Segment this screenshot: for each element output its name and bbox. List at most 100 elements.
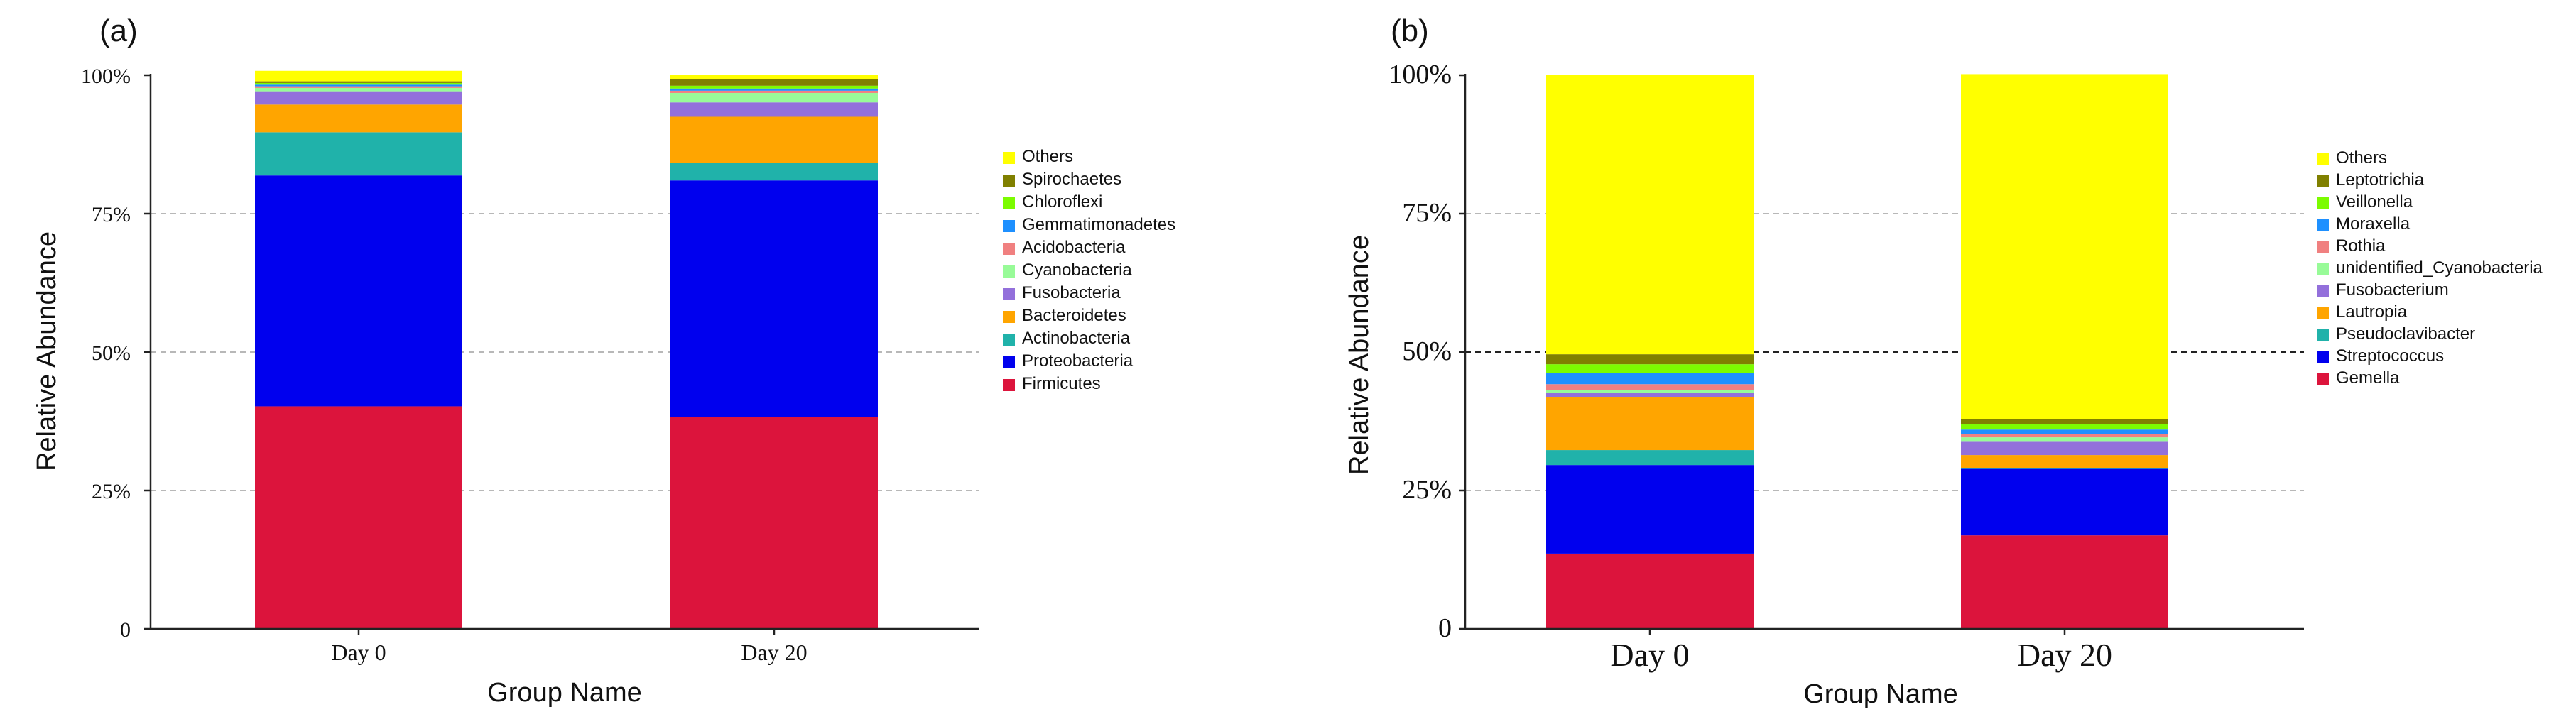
panel-a-bar-day-20-proteobacteria <box>670 180 878 417</box>
panel-a-x-axis-title: Group Name <box>487 678 642 708</box>
panel-a-bar-day-0-acidobacteria <box>255 86 462 88</box>
panel-a-bar-day-20-others <box>670 75 878 79</box>
panel-b-bar-day-0-streptococcus <box>1546 465 1754 554</box>
panel-a-bar-day-0-actinobacteria <box>255 132 462 176</box>
panel-a-y-tick-label-50: 50% <box>92 341 131 365</box>
panel-b-legend-label-fusobacterium: Fusobacterium <box>2336 280 2449 300</box>
panel-b-bar-day-20-streptococcus <box>1961 468 2168 536</box>
panel-b-legend: OthersLeptotrichiaVeillonellaMoraxellaRo… <box>2317 148 2543 388</box>
panel-b-x-axis-title: Group Name <box>1803 679 1958 709</box>
panel-b-legend-label-unidentified-cyanobacteria: unidentified_Cyanobacteria <box>2336 258 2543 278</box>
panel-a-bars <box>255 70 878 629</box>
panel-b-legend-label-pseudoclavibacter: Pseudoclavibacter <box>2336 324 2475 344</box>
panel-a-legend-label-bacteroidetes: Bacteroidetes <box>1022 306 1126 325</box>
panel-b-bar-day-20-moraxella <box>1961 429 2168 434</box>
panel-a-bar-day-0-cyanobacteria <box>255 87 462 92</box>
panel-b-y-tick-label-75: 75% <box>1402 198 1452 228</box>
panel-a-bar-day-0-others <box>255 70 462 82</box>
panel-a-bar-day-20-firmicutes <box>670 417 878 629</box>
panel-a-bar-day-20-acidobacteria <box>670 90 878 93</box>
panel-b-legend-swatch-others <box>2317 153 2329 165</box>
panel-a-legend-label-others: Others <box>1022 147 1073 166</box>
panel-b-legend-swatch-pseudoclavibacter <box>2317 329 2329 341</box>
panel-a-y-axis-title: Relative Abundance <box>32 231 62 471</box>
panel-a-legend-swatch-chloroflexi <box>1003 197 1015 209</box>
panel-a-chart: (a) 0 25% 50% 75% 100% Day 0 Day 20 Relative … <box>32 13 1175 708</box>
panel-b-legend-swatch-unidentified-cyanobacteria <box>2317 263 2329 275</box>
panel-a-y-tick-label-100: 100% <box>81 65 131 88</box>
panel-b-legend-swatch-moraxella <box>2317 219 2329 231</box>
panel-b-bar-day-20-others <box>1961 74 2168 419</box>
panel-a-bar-day-0-proteobacteria <box>255 175 462 407</box>
panel-a-legend-swatch-gemmatimonadetes <box>1003 220 1015 232</box>
panel-a-legend-swatch-spirochaetes <box>1003 175 1015 187</box>
panel-a-y-tick-label-25: 25% <box>92 480 131 503</box>
panel-b-y-ticks: 0 25% 50% 75% 100% <box>1388 60 1465 643</box>
panel-b-label: (b) <box>1391 13 1429 48</box>
panel-a-legend-label-proteobacteria: Proteobacteria <box>1022 351 1134 371</box>
panel-b-legend-label-streptococcus: Streptococcus <box>2336 346 2444 366</box>
panel-a-legend-label-actinobacteria: Actinobacteria <box>1022 329 1131 348</box>
panel-b-legend-label-leptotrichia: Leptotrichia <box>2336 170 2425 190</box>
panel-b-bar-day-20-leptotrichia <box>1961 419 2168 424</box>
panel-a-bar-day-0-bacteroidetes <box>255 104 462 133</box>
panel-b-legend-label-veillonella: Veillonella <box>2336 192 2413 212</box>
panel-b-legend-label-moraxella: Moraxella <box>2336 214 2411 234</box>
panel-a-legend-swatch-bacteroidetes <box>1003 311 1015 323</box>
panel-b-legend-swatch-gemella <box>2317 373 2329 385</box>
panel-b-legend-label-others: Others <box>2336 148 2387 168</box>
panel-a-x-label-day-0: Day 0 <box>331 640 386 665</box>
panel-a-x-label-day-20: Day 20 <box>741 640 807 665</box>
panel-a-legend: Others Spirochaetes Chloroflexi Gemmatimona… <box>1003 147 1175 393</box>
panel-a-label: (a) <box>99 13 138 48</box>
panel-a-legend-swatch-actinobacteria <box>1003 334 1015 346</box>
panel-b-bar-day-0-others <box>1546 75 1754 355</box>
panel-b-bar-day-0-pseudoclavibacter <box>1546 450 1754 466</box>
panel-b-bar-day-0-leptotrichia <box>1546 354 1754 365</box>
panel-a-legend-swatch-fusobacteria <box>1003 288 1015 300</box>
panel-a-y-ticks: 0 25% 50% 75% 100% <box>81 65 151 642</box>
panel-a-legend-label-gemmatimonadetes: Gemmatimonadetes <box>1022 215 1175 234</box>
panel-b-legend-swatch-leptotrichia <box>2317 175 2329 187</box>
panel-a-bar-day-0-fusobacteria <box>255 91 462 105</box>
panel-a-legend-swatch-acidobacteria <box>1003 243 1015 255</box>
panel-a-legend-swatch-others <box>1003 152 1015 164</box>
panel-b-bar-day-20-gemella <box>1961 535 2168 629</box>
panel-b-bars <box>1546 74 2168 629</box>
panel-a-bar-day-20-bacteroidetes <box>670 116 878 163</box>
panel-a-bar-day-0-firmicutes <box>255 406 462 629</box>
panel-a-bar-day-0-chloroflexi <box>255 82 462 85</box>
panel-b-y-tick-label-50: 50% <box>1402 336 1452 366</box>
panel-a-legend-swatch-firmicutes <box>1003 379 1015 391</box>
panel-a-legend-label-chloroflexi: Chloroflexi <box>1022 192 1102 212</box>
panel-b-legend-label-lautropia: Lautropia <box>2336 302 2408 322</box>
panel-a-bar-day-20-cyanobacteria <box>670 92 878 103</box>
panel-b-bar-day-0-moraxella <box>1546 373 1754 385</box>
panel-b-bar-day-0-gemella <box>1546 553 1754 629</box>
panel-b-y-tick-label-100: 100% <box>1388 60 1452 89</box>
panel-b-bar-day-20-veillonella <box>1961 424 2168 430</box>
panel-b-chart: (b) 0 25% 50% 75% 100% Day 0 Day 20 Relative … <box>1344 13 2543 709</box>
panel-b-legend-swatch-streptococcus <box>2317 351 2329 363</box>
panel-b-legend-label-gemella: Gemella <box>2336 368 2400 388</box>
panel-a-y-tick-label-75: 75% <box>92 203 131 226</box>
panel-b-legend-swatch-rothia <box>2317 241 2329 253</box>
panel-b-x-label-day-0: Day 0 <box>1610 637 1689 673</box>
panel-a-bar-day-20-gemmatimonadetes <box>670 88 878 91</box>
panel-a-legend-label-fusobacteria: Fusobacteria <box>1022 283 1121 302</box>
panel-a-legend-label-spirochaetes: Spirochaetes <box>1022 170 1121 189</box>
panel-b-y-axis-title: Relative Abundance <box>1344 235 1374 475</box>
panel-a-legend-label-acidobacteria: Acidobacteria <box>1022 238 1126 257</box>
panel-a-bar-day-20-spirochaetes <box>670 79 878 86</box>
panel-b-y-tick-label-0: 0 <box>1438 613 1452 643</box>
panel-a-bar-day-20-fusobacteria <box>670 102 878 117</box>
panel-b-bar-day-20-unidentified-cyanobacteria <box>1961 437 2168 442</box>
panel-a-legend-swatch-proteobacteria <box>1003 356 1015 368</box>
panel-a-bar-day-20-chloroflexi <box>670 85 878 89</box>
panel-a-legend-swatch-cyanobacteria <box>1003 265 1015 278</box>
panel-b-bar-day-0-lautropia <box>1546 397 1754 451</box>
panel-a-legend-label-cyanobacteria: Cyanobacteria <box>1022 260 1132 280</box>
panel-b-legend-label-rothia: Rothia <box>2336 236 2386 256</box>
panel-b-bar-day-20-rothia <box>1961 434 2168 438</box>
